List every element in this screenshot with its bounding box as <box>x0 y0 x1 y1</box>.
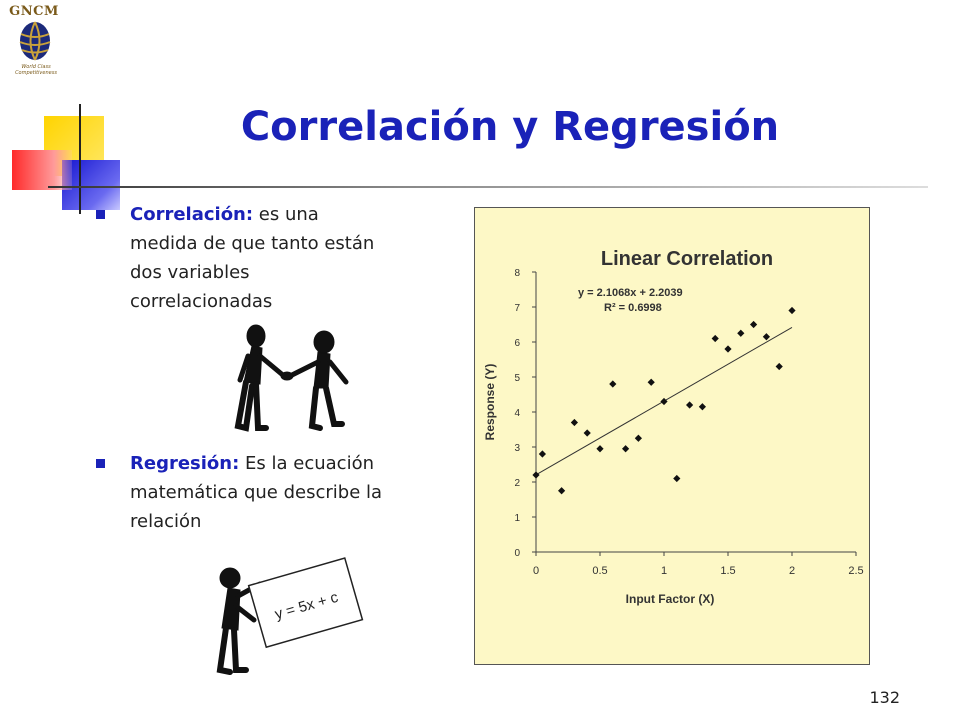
data-point <box>622 445 630 453</box>
y-tick-labels: 0 1 2 3 4 5 6 7 8 <box>514 268 520 559</box>
bullet-square-icon <box>96 210 105 219</box>
globe-icon <box>19 21 51 61</box>
slide-title: Correlación y Regresión <box>240 104 780 150</box>
decor-vertical-line <box>79 104 81 214</box>
chart-background <box>474 207 870 665</box>
x-tick-label: 1.5 <box>720 565 735 577</box>
y-tick-label: 3 <box>514 443 520 454</box>
chart-equation: y = 2.1068x + 2.2039 <box>578 287 683 299</box>
x-tick-labels: 0 0.5 1 1.5 2 2.5 <box>533 565 864 577</box>
bullet-text: Regresión: Es la ecuación matemática que… <box>130 449 386 536</box>
title-underline <box>48 186 928 188</box>
data-point <box>737 329 745 337</box>
data-point <box>750 320 758 329</box>
data-point <box>596 445 604 453</box>
data-point <box>686 401 694 409</box>
data-point <box>788 306 796 315</box>
data-point <box>532 471 540 479</box>
data-point <box>609 380 617 388</box>
y-tick-label: 1 <box>514 513 520 524</box>
figure-holding-sign-icon: y = 5x + c <box>216 557 364 675</box>
x-axis-label: Input Factor (X) <box>626 592 715 606</box>
data-point <box>660 397 668 406</box>
logo-brand: GNCM <box>9 4 59 19</box>
data-point <box>711 334 719 343</box>
data-point <box>762 333 770 341</box>
page-number: 132 <box>869 688 900 707</box>
x-tick-label: 0 <box>533 565 539 577</box>
logo-tagline: World Class Competitiveness <box>15 64 57 76</box>
bullet-text: Correlación: es una medida de que tanto … <box>130 200 386 316</box>
x-tick-label: 2.5 <box>848 565 863 577</box>
y-tick-label: 5 <box>514 373 520 384</box>
data-point <box>647 378 655 386</box>
bullet-term: Regresión: <box>130 453 240 474</box>
x-tick-label: 0.5 <box>592 565 607 577</box>
decor-red-square <box>12 150 72 190</box>
x-tick-label: 2 <box>789 565 795 577</box>
data-point <box>583 429 591 437</box>
x-tick-label: 1 <box>661 565 667 577</box>
chart-r-squared: R² = 0.6998 <box>604 302 662 314</box>
chart-axes <box>532 271 857 556</box>
gncm-logo: GNCM World Class Competitiveness <box>4 4 64 76</box>
data-point <box>724 345 732 353</box>
y-tick-label: 6 <box>514 338 520 349</box>
data-point <box>538 450 546 458</box>
bullet-term: Correlación: <box>130 204 254 225</box>
bullet-body: es una medida de que tanto están dos var… <box>130 204 375 312</box>
y-axis-label: Response (Y) <box>483 364 497 441</box>
bullet-regresion: Regresión: Es la ecuación matemática que… <box>96 449 386 536</box>
linear-correlation-chart: Linear Correlation y = 2.1068x + 2.2039 … <box>474 207 870 665</box>
y-tick-label: 7 <box>514 303 520 314</box>
data-point <box>698 403 706 411</box>
chart-title: Linear Correlation <box>601 248 773 270</box>
bullet-correlacion: Correlación: es una medida de que tanto … <box>96 200 386 316</box>
data-point <box>570 418 578 427</box>
y-tick-label: 0 <box>514 548 520 559</box>
data-point <box>634 434 642 442</box>
data-point <box>673 474 681 483</box>
bullet-body: Es la ecuación matemática que describe l… <box>130 453 383 532</box>
data-point <box>775 362 783 371</box>
y-tick-label: 2 <box>514 478 520 489</box>
handshake-figures-icon <box>234 324 349 432</box>
y-tick-label: 8 <box>514 268 520 279</box>
bullet-square-icon <box>96 459 105 468</box>
y-tick-label: 4 <box>514 408 520 419</box>
